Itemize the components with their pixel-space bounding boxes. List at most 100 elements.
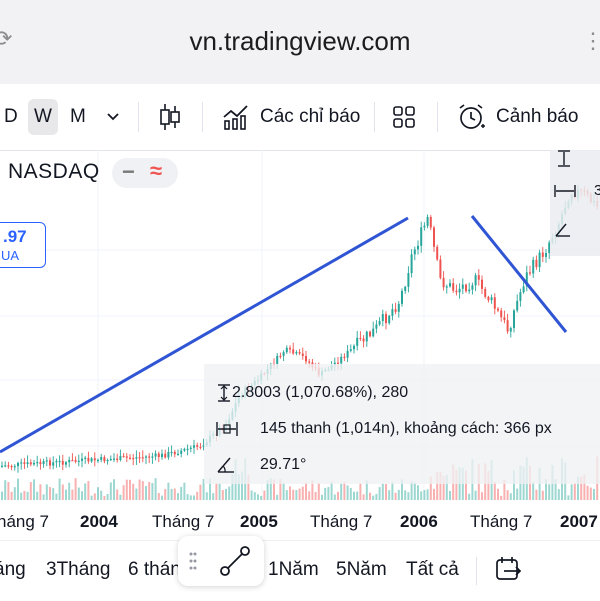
price-label-box[interactable]: .97 UA <box>0 222 46 268</box>
volume-bar <box>266 480 269 500</box>
candle-body <box>337 362 339 364</box>
candle-body <box>276 355 279 365</box>
candlestick-chart-type-icon[interactable] <box>158 84 182 150</box>
volume-bar <box>285 490 288 500</box>
templates-grid-icon[interactable] <box>392 84 416 150</box>
range-3-months-button[interactable]: 3Tháng <box>46 559 111 580</box>
browser-address-bar[interactable]: ⟳ vn.tradingview.com ⋮ <box>0 0 600 85</box>
candle-body <box>177 453 179 456</box>
candle-body <box>49 460 51 466</box>
volume-bar <box>141 481 144 500</box>
symbol-status-pill[interactable]: − ≈ <box>112 158 178 188</box>
volume-bar <box>487 471 490 500</box>
browser-menu-icon[interactable]: ⋮ <box>582 28 600 53</box>
volume-bar <box>33 479 35 500</box>
range-divider <box>476 557 477 585</box>
reload-icon[interactable]: ⟳ <box>0 26 13 51</box>
drag-handle-icon[interactable] <box>188 551 198 571</box>
candle-body <box>519 292 522 301</box>
candle-body <box>356 337 359 346</box>
indicators-button[interactable]: Các chỉ báo <box>222 84 360 150</box>
trend-line-tool-icon[interactable] <box>218 544 252 578</box>
candle-body <box>394 309 397 312</box>
volume-bar <box>129 479 131 500</box>
candle-body <box>503 317 506 321</box>
candle-body <box>4 465 7 467</box>
volume-bar <box>202 478 205 500</box>
volume-bar <box>167 482 170 500</box>
toolbar-divider <box>202 102 203 132</box>
candle-body <box>42 461 45 465</box>
volume-bar <box>372 495 375 500</box>
price-change-text: 2.8003 (1,070.68%), 280 <box>232 384 409 401</box>
volume-bar <box>391 482 394 500</box>
range-6-months-button[interactable]: 6 thán <box>128 559 181 580</box>
volume-bar <box>378 487 381 500</box>
candle-body <box>442 277 445 288</box>
drawing-tool-button[interactable] <box>178 536 264 586</box>
candle-body <box>522 286 525 293</box>
candle-body <box>202 445 205 448</box>
volume-bar <box>77 487 80 500</box>
candle-body <box>474 275 477 286</box>
candle-body <box>93 458 96 461</box>
volume-bar <box>61 484 64 500</box>
range-5-years-button[interactable]: 5Năm <box>336 559 387 580</box>
toolbar-divider <box>374 102 375 132</box>
candle-body <box>404 286 407 291</box>
volume-bar <box>13 487 16 500</box>
volume-bar <box>135 488 138 500</box>
candle-body <box>481 279 483 289</box>
candle-body <box>106 460 109 462</box>
symbol-label[interactable]: NASDAQ <box>8 160 100 183</box>
volume-bar <box>228 486 231 500</box>
range-1-year-button[interactable]: 1Năm <box>268 559 319 580</box>
candle-body <box>145 456 147 458</box>
interval-m-button[interactable]: M <box>70 106 86 127</box>
volume-bar <box>413 482 416 500</box>
volume-bar <box>420 491 423 500</box>
volume-bar <box>87 481 90 500</box>
candle-body <box>183 448 186 451</box>
volume-bar <box>189 495 192 500</box>
candle-body <box>391 309 394 316</box>
volume-bar <box>215 483 218 500</box>
candle-body <box>353 345 355 350</box>
volume-bar <box>541 490 544 500</box>
interval-dropdown-chevron-icon[interactable] <box>106 84 120 150</box>
volume-bar <box>122 485 125 500</box>
volume-bar <box>333 494 336 500</box>
candle-body <box>100 457 103 460</box>
candle-body <box>410 254 413 274</box>
alerts-button[interactable]: Cảnh báo <box>456 84 578 150</box>
volume-bar <box>557 489 560 500</box>
candle-body <box>109 458 112 461</box>
volume-bar <box>343 481 346 500</box>
range-all-button[interactable]: Tất cả <box>406 559 459 580</box>
volume-bar <box>506 490 509 500</box>
volume-bar <box>39 484 42 500</box>
candle-body <box>138 457 141 459</box>
candle-body <box>167 452 170 458</box>
volume-bar <box>362 494 365 500</box>
candle-body <box>74 460 77 462</box>
interval-d-button[interactable]: D <box>4 106 18 127</box>
interval-w-button[interactable]: W <box>28 99 58 135</box>
ascending-trendline <box>0 216 409 454</box>
volume-bar <box>263 490 266 500</box>
volume-bar <box>26 491 29 500</box>
range-1-month-button[interactable]: áng <box>0 559 26 580</box>
volume-bar <box>103 495 106 500</box>
alerts-label: Cảnh báo <box>496 106 579 127</box>
candle-body <box>381 314 384 322</box>
volume-bar <box>449 491 451 500</box>
candle-body <box>103 457 106 462</box>
go-to-date-icon[interactable] <box>494 555 522 583</box>
volume-bar <box>445 474 448 500</box>
candle-body <box>490 297 493 301</box>
candle-body <box>33 462 35 465</box>
volume-bar <box>145 486 147 500</box>
volume-bar <box>410 481 413 500</box>
url-text[interactable]: vn.tradingview.com <box>189 26 411 56</box>
volume-bar <box>426 489 429 500</box>
